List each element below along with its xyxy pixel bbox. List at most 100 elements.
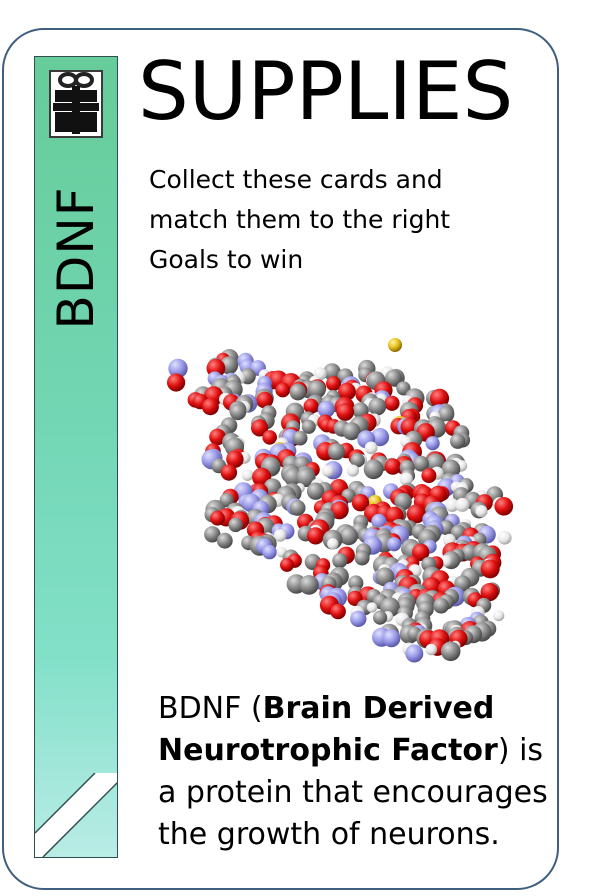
molecule-atom <box>228 517 243 533</box>
molecule-atom <box>167 373 186 392</box>
molecule-atom <box>382 629 401 648</box>
molecule-atom <box>354 550 370 566</box>
molecule-atom <box>209 428 226 446</box>
molecule-atom <box>412 543 430 561</box>
molecule-atom <box>445 498 459 512</box>
molecule-atom <box>280 557 294 572</box>
molecule-atom <box>263 478 282 496</box>
molecule-atom <box>388 338 402 352</box>
gift-icon <box>49 70 103 138</box>
molecule-atom <box>433 597 449 614</box>
molecule-atom <box>413 455 429 472</box>
molecule-atom <box>373 610 388 625</box>
molecule-atom <box>350 610 367 627</box>
molecule-atom <box>301 419 316 434</box>
card-description: BDNF (Brain Derived Neurotrophic Factor)… <box>158 688 558 856</box>
molecule-atom <box>370 428 390 447</box>
molecule-atom <box>385 369 402 387</box>
molecule-atom <box>204 526 221 543</box>
instructions-line-3: Goals to win <box>149 245 304 274</box>
category-title: SUPPLIES <box>138 45 514 138</box>
molecule-atom <box>220 464 238 481</box>
molecule-atom <box>307 527 325 545</box>
molecule-atom <box>338 382 356 401</box>
molecule-atom <box>328 443 345 461</box>
card-instructions: Collect these cards and match them to th… <box>149 160 509 280</box>
molecule-atom <box>406 504 426 524</box>
molecule-atom <box>387 537 402 552</box>
molecule-atom <box>405 644 424 663</box>
molecule-atom <box>306 482 325 500</box>
molecule-atom <box>262 430 277 445</box>
molecule-atom <box>494 497 514 516</box>
molecule-atom <box>440 641 461 662</box>
molecule-atom <box>497 530 512 545</box>
molecule-atom <box>375 567 395 587</box>
molecule-atom <box>229 403 247 421</box>
molecule-atom <box>348 575 364 591</box>
card-name-vertical: BDNF <box>47 186 105 330</box>
molecule-atom <box>317 400 335 418</box>
molecule-atom <box>450 433 466 449</box>
molecule-atom <box>332 553 348 569</box>
molecule-atom <box>480 559 500 579</box>
molecule-atom <box>326 376 341 392</box>
molecule-atom <box>296 467 316 488</box>
description-prefix: BDNF ( <box>158 691 263 726</box>
molecule-atom <box>323 363 341 381</box>
description-full-name: Brain Derived Neurotrophic Factor <box>158 691 498 768</box>
molecule-atom <box>289 383 307 401</box>
molecule-atom <box>339 526 358 546</box>
molecule-atom <box>275 382 290 398</box>
molecule-atom <box>371 513 387 529</box>
molecule-atom <box>426 453 445 472</box>
category-side-strip <box>34 56 118 858</box>
instructions-line-2: match them to the right <box>149 205 451 234</box>
molecule-atom <box>493 610 505 622</box>
molecule-atom <box>351 494 370 512</box>
molecule-atom <box>336 403 355 421</box>
molecule-atom <box>455 497 470 512</box>
molecule-atom <box>363 459 384 480</box>
molecule-atom <box>461 544 478 561</box>
molecule-atom <box>330 603 346 620</box>
instructions-line-1: Collect these cards and <box>149 165 443 194</box>
molecule-atom <box>241 469 254 481</box>
molecule-atom <box>366 602 378 613</box>
molecule-atom <box>364 441 378 455</box>
molecule-atom <box>292 430 308 446</box>
molecule-atom <box>262 544 277 560</box>
molecule-atom <box>307 380 326 399</box>
molecule-atom <box>251 419 269 437</box>
protein-molecule-illustration <box>167 338 514 663</box>
molecule-atom <box>384 458 401 475</box>
molecule-atom <box>346 464 359 477</box>
molecule-atom <box>256 391 273 409</box>
molecule-atom <box>201 398 219 416</box>
molecule-atom <box>399 472 413 486</box>
molecule-atom <box>421 468 437 484</box>
molecule-atom <box>299 575 319 595</box>
molecule-atom <box>226 450 244 468</box>
molecule-atom <box>475 505 488 518</box>
molecule-atom <box>342 422 361 441</box>
molecule-atom <box>368 397 387 416</box>
molecule-atom <box>330 501 349 520</box>
corner-stripe-decoration <box>35 773 117 857</box>
molecule-atom <box>289 499 306 516</box>
molecule-atom <box>321 465 334 477</box>
molecule-atom <box>437 406 455 423</box>
molecule-atom <box>394 492 412 511</box>
molecule-atom <box>425 436 440 451</box>
molecule-atom <box>429 388 450 408</box>
description-suffix: ) is a protein that encourages the growt… <box>158 733 548 852</box>
molecule-atom <box>168 358 188 379</box>
molecule-atom <box>210 510 225 526</box>
molecule-atom <box>384 395 400 411</box>
molecule-atom <box>327 538 339 550</box>
molecule-atom <box>350 453 365 468</box>
molecule-atom <box>425 643 438 656</box>
molecule-atom <box>303 398 319 414</box>
molecule-atom <box>216 532 233 549</box>
molecule-atom <box>273 529 287 542</box>
